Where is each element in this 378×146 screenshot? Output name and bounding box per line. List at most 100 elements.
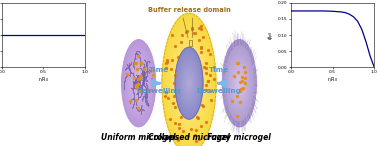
Ellipse shape [186,76,192,90]
Ellipse shape [180,60,198,106]
Ellipse shape [238,79,241,88]
Ellipse shape [227,51,252,116]
Ellipse shape [186,76,192,91]
Ellipse shape [187,78,191,88]
Ellipse shape [229,57,249,109]
Ellipse shape [234,70,245,96]
Ellipse shape [186,75,192,91]
Y-axis label: $\phi_{p0}$: $\phi_{p0}$ [266,30,277,40]
Ellipse shape [176,50,202,117]
Ellipse shape [135,74,142,92]
Ellipse shape [133,68,144,98]
Ellipse shape [182,66,196,101]
Ellipse shape [179,56,199,110]
Ellipse shape [182,65,196,101]
Ellipse shape [124,44,154,122]
Ellipse shape [226,47,253,119]
Ellipse shape [130,60,148,107]
Ellipse shape [236,74,243,92]
Ellipse shape [188,80,190,86]
Text: Time: Time [209,67,229,73]
Ellipse shape [183,67,195,100]
Ellipse shape [237,78,242,89]
Ellipse shape [182,64,196,102]
Ellipse shape [178,55,200,112]
Ellipse shape [123,42,154,124]
Ellipse shape [174,44,204,123]
Ellipse shape [223,41,256,126]
Ellipse shape [187,78,191,89]
Ellipse shape [178,56,200,110]
Ellipse shape [123,44,154,123]
Ellipse shape [135,73,143,94]
Ellipse shape [127,54,150,112]
Ellipse shape [229,58,249,109]
Ellipse shape [174,45,204,121]
Ellipse shape [165,20,213,146]
Ellipse shape [138,82,139,84]
Ellipse shape [162,13,216,146]
Ellipse shape [134,72,143,95]
Ellipse shape [123,43,154,123]
Ellipse shape [169,31,209,136]
Ellipse shape [172,39,206,127]
Ellipse shape [183,67,195,100]
Ellipse shape [178,54,200,112]
Ellipse shape [226,49,253,117]
Ellipse shape [123,42,155,125]
Ellipse shape [173,42,205,124]
Ellipse shape [186,76,192,90]
Ellipse shape [136,76,141,90]
Ellipse shape [138,81,139,85]
Ellipse shape [230,60,248,107]
Ellipse shape [176,49,202,117]
Ellipse shape [237,76,242,90]
Ellipse shape [177,53,201,113]
Ellipse shape [184,70,194,96]
Ellipse shape [178,56,200,110]
Ellipse shape [226,50,252,116]
Ellipse shape [177,51,201,116]
Ellipse shape [225,47,253,120]
Ellipse shape [124,46,153,121]
Ellipse shape [181,62,197,105]
Ellipse shape [133,69,144,97]
Ellipse shape [236,76,242,91]
Text: Collapsed microgel: Collapsed microgel [148,133,230,142]
Ellipse shape [124,45,153,121]
Ellipse shape [136,76,142,91]
Ellipse shape [181,63,197,104]
Ellipse shape [129,57,149,110]
Ellipse shape [125,49,152,117]
Ellipse shape [227,52,251,115]
Ellipse shape [178,54,200,113]
Ellipse shape [184,70,194,97]
Ellipse shape [181,64,197,103]
Ellipse shape [178,55,200,111]
Ellipse shape [228,52,251,114]
Ellipse shape [179,58,199,108]
Ellipse shape [225,46,254,121]
Ellipse shape [166,23,212,144]
Ellipse shape [167,26,211,140]
X-axis label: r/R$_0$: r/R$_0$ [327,75,338,84]
Ellipse shape [178,54,200,112]
Ellipse shape [181,62,197,104]
Ellipse shape [130,60,147,106]
Ellipse shape [223,42,255,125]
Ellipse shape [229,56,250,110]
Ellipse shape [136,77,141,90]
Ellipse shape [130,61,147,106]
Ellipse shape [132,66,145,100]
Ellipse shape [228,53,251,113]
Ellipse shape [181,62,197,105]
Text: Fuzzy microgel: Fuzzy microgel [208,133,271,142]
Ellipse shape [184,70,194,96]
Ellipse shape [181,61,197,105]
Ellipse shape [188,81,190,86]
Ellipse shape [238,80,240,86]
Ellipse shape [178,53,200,113]
Ellipse shape [183,67,195,99]
Ellipse shape [186,75,192,91]
Text: Deswelling: Deswelling [197,88,242,94]
